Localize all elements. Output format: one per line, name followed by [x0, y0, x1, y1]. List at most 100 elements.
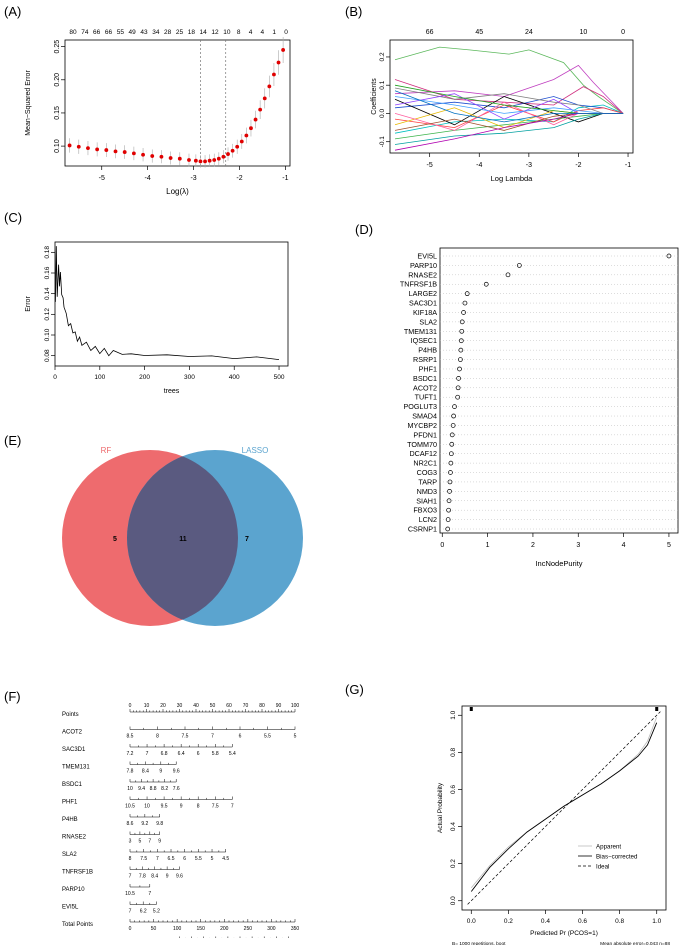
nomogram-tick-label: 20: [160, 703, 166, 709]
y-tick-label: 0.14: [44, 287, 51, 300]
set-label-lasso: LASSO: [242, 446, 269, 455]
nomogram-tick-label: 9.6: [173, 769, 180, 775]
y-tick-label: 0.16: [44, 266, 51, 279]
nomogram-row-label: PHF1: [62, 800, 78, 806]
plot-frame: [461, 705, 667, 911]
nomogram-row-label: ACOT2: [62, 730, 83, 736]
y-tick-label: 0.08: [44, 349, 51, 362]
top-tick-label: 18: [188, 29, 196, 36]
importance-point: [455, 385, 461, 391]
nomogram-tick-label: 10: [127, 786, 133, 792]
x-tick-label: -4: [145, 175, 151, 182]
x-tick-label: 100: [94, 374, 105, 381]
panel-d-variable-importance: EVI5LPARP10RNASE2TNFRSF1BLARGE2SAC3D1KIF…: [400, 247, 679, 568]
x-tick-label: 0: [440, 542, 444, 549]
nomogram-tick-label: 50: [210, 703, 216, 709]
mse-point: [267, 84, 272, 89]
importance-point: [666, 253, 672, 259]
mse-point: [230, 148, 235, 153]
coefficient-path: [394, 113, 624, 151]
x-tick-label: 1: [486, 542, 490, 549]
y-tick-label: 0.25: [54, 40, 61, 54]
nomogram-tick-label: 8: [129, 856, 132, 862]
importance-point: [457, 366, 462, 372]
nomogram-row-label: Points: [62, 712, 79, 718]
x-tick-label: 0.6: [578, 918, 587, 925]
nomogram-tick-label: 40: [193, 703, 199, 709]
plot-frame: [439, 247, 679, 534]
calibration-line: [470, 716, 658, 888]
calibration-line: [470, 722, 658, 892]
importance-point: [445, 526, 451, 532]
panel-label-g: (G): [345, 682, 364, 697]
nomogram-row-label: P4HB: [62, 817, 78, 823]
x-tick-label: -3: [526, 162, 532, 169]
importance-point: [449, 432, 455, 438]
importance-point: [446, 507, 451, 513]
nomogram-tick-label: 9: [180, 804, 183, 810]
gene-label: TMEM131: [404, 327, 437, 336]
nomogram-tick-label: 5.4: [229, 751, 236, 757]
gene-label: TNFRSF1B: [400, 280, 437, 289]
panel-label-f: (F): [4, 689, 21, 704]
panel-g-calibration-curve: 0.0 0.2 0.4 0.6 0.8 1.0 0.0 0.2 0.4 0.6 0.8 1.0 Appa…: [437, 705, 670, 945]
x-tick-label: -1: [625, 162, 631, 169]
mse-point: [141, 152, 145, 157]
x-tick-label: 300: [184, 374, 195, 381]
importance-point: [451, 413, 456, 419]
gene-label: SMAD4: [412, 412, 437, 421]
panel-label-d: (D): [355, 222, 374, 237]
mse-point: [244, 133, 249, 138]
nomogram-row-label: PARP10: [62, 887, 85, 893]
mse-point: [113, 149, 118, 154]
nomogram-row-label: SLA2: [62, 852, 77, 858]
nomogram-tick-label: 5.5: [264, 734, 271, 740]
nomogram-tick-label: 7.5: [212, 804, 219, 810]
y-tick-label: 0.10: [44, 328, 51, 341]
mse-point: [86, 146, 90, 150]
nomogram-tick-label: 9.4: [138, 786, 145, 792]
nomogram-tick-label: 7: [231, 804, 234, 810]
x-tick-label: 0.8: [615, 918, 624, 925]
gene-label: TUFT1: [415, 393, 437, 402]
plot-frame: [64, 39, 291, 167]
gene-label: ACOT2: [413, 383, 437, 392]
top-tick-label: 10: [580, 29, 588, 36]
x-tick-label: 0.4: [541, 918, 550, 925]
set-label-rf: RF: [101, 446, 112, 455]
x-axis-label: Log(λ): [166, 187, 189, 196]
footer-right: Mean absolute error=0.043 n=88: [600, 941, 670, 945]
nomogram-tick-label: 200: [220, 926, 229, 932]
nomogram-tick-label: 5.2: [153, 909, 160, 915]
top-tick-label: 74: [81, 29, 89, 36]
nomogram-tick-label: 3: [129, 839, 132, 845]
nomogram-tick-label: 10: [144, 703, 150, 709]
y-axis-label: Actual Probability: [437, 782, 444, 833]
nomogram-tick-label: 6.4: [178, 751, 185, 757]
count-lasso-only: 7: [245, 536, 249, 543]
gene-label: PHF1: [419, 364, 437, 373]
coefficient-path: [394, 96, 624, 114]
y-tick-label: 0.12: [44, 308, 51, 321]
nomogram-tick-label: 7: [129, 874, 132, 880]
mse-point: [281, 48, 286, 52]
importance-point: [458, 347, 464, 353]
nomogram-row-label: RNASE2: [62, 835, 87, 841]
nomogram-tick-label: 9.8: [156, 821, 163, 827]
top-tick-label: 49: [129, 29, 137, 36]
x-axis-label: IncNodePurity: [535, 559, 582, 568]
y-tick-label: 0.10: [54, 139, 61, 153]
mse-point: [198, 159, 203, 164]
y-tick-label: 0.0: [450, 896, 457, 905]
importance-point: [464, 291, 470, 297]
gene-label: COG3: [417, 468, 437, 477]
panel-label-b: (B): [345, 4, 363, 19]
top-tick-label: 34: [152, 29, 160, 36]
plot-frame: [54, 241, 289, 367]
nomogram-tick-label: 150: [197, 926, 206, 932]
nomogram-tick-label: 8: [156, 734, 159, 740]
coefficient-path: [394, 104, 624, 129]
gene-label: PFDN1: [413, 430, 437, 439]
x-tick-label: -1: [282, 175, 288, 182]
